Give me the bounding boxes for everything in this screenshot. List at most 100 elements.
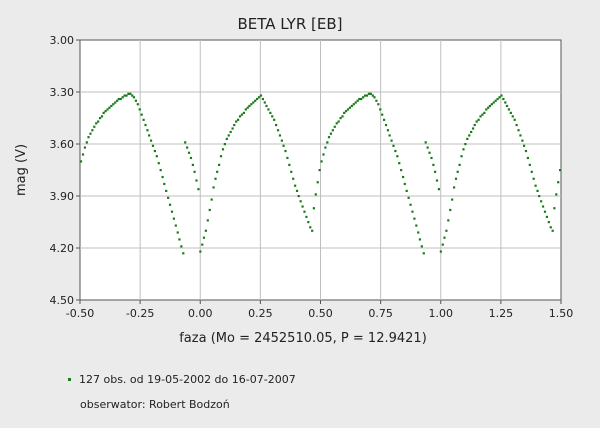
- data-point: [477, 118, 480, 121]
- data-point: [204, 229, 207, 232]
- data-point: [180, 245, 183, 248]
- data-point: [481, 113, 484, 116]
- data-point: [371, 94, 374, 97]
- data-point: [331, 129, 334, 132]
- data-point: [543, 210, 547, 213]
- data-point: [487, 106, 490, 109]
- data-point: [123, 94, 126, 97]
- data-point: [532, 177, 535, 180]
- data-point: [170, 210, 174, 213]
- data-point: [426, 146, 429, 149]
- data-point: [93, 125, 96, 128]
- data-point: [297, 195, 300, 198]
- y-tick-label: 4.20: [50, 242, 75, 255]
- observer-text: obserwator: Robert Bodzoń: [80, 398, 230, 411]
- data-point: [242, 111, 245, 114]
- data-point: [155, 155, 158, 158]
- data-point: [131, 94, 134, 97]
- data-point: [553, 207, 556, 210]
- data-point: [284, 149, 287, 153]
- data-point: [299, 200, 302, 203]
- data-point: [401, 175, 405, 179]
- data-point: [343, 111, 346, 114]
- data-point: [496, 97, 499, 101]
- data-point: [449, 208, 452, 212]
- data-point: [178, 238, 181, 241]
- data-point: [356, 99, 359, 102]
- data-point: [275, 123, 278, 127]
- data-point: [286, 156, 289, 160]
- data-point: [208, 208, 211, 212]
- data-point: [159, 169, 162, 172]
- data-point: [403, 182, 406, 186]
- data-point: [390, 139, 393, 142]
- grid-lines: [80, 40, 561, 300]
- data-point: [269, 111, 272, 114]
- data-point: [335, 122, 338, 125]
- data-point: [492, 101, 495, 104]
- x-tick-label: 0.00: [188, 307, 213, 320]
- data-point: [309, 226, 312, 229]
- data-point: [400, 169, 403, 172]
- data-point: [106, 108, 109, 111]
- data-point: [504, 101, 507, 104]
- data-point: [367, 92, 371, 95]
- data-point: [307, 221, 310, 224]
- data-point: [437, 188, 441, 191]
- data-point: [515, 123, 518, 127]
- data-point: [79, 160, 83, 163]
- data-point: [352, 103, 355, 106]
- data-point: [451, 198, 454, 201]
- data-point: [303, 210, 306, 213]
- data-point: [201, 243, 204, 246]
- data-point: [435, 179, 439, 182]
- data-point: [146, 129, 149, 132]
- data-point: [193, 170, 196, 173]
- data-point: [415, 224, 418, 227]
- data-point: [125, 94, 128, 97]
- data-point: [83, 146, 87, 149]
- data-point: [454, 177, 458, 180]
- data-point: [163, 182, 166, 186]
- x-tick-label: -0.50: [66, 307, 94, 320]
- data-point: [227, 134, 230, 137]
- data-point: [108, 106, 111, 109]
- data-point: [509, 111, 512, 114]
- data-point: [153, 149, 156, 153]
- data-point: [405, 189, 408, 192]
- data-point: [305, 215, 308, 218]
- data-point: [197, 188, 200, 191]
- data-point: [265, 104, 268, 108]
- data-point: [521, 139, 524, 142]
- data-point: [396, 155, 399, 158]
- data-point: [456, 170, 459, 173]
- data-point: [540, 200, 543, 203]
- data-point: [386, 129, 390, 132]
- data-point: [333, 125, 336, 128]
- data-point: [210, 198, 213, 201]
- data-points: [79, 92, 562, 255]
- data-point: [384, 123, 388, 127]
- data-point: [182, 252, 185, 255]
- data-point: [110, 104, 113, 108]
- data-point: [471, 127, 475, 130]
- data-point: [165, 189, 168, 192]
- data-point: [100, 115, 104, 118]
- data-point: [360, 97, 363, 101]
- data-point: [142, 118, 145, 121]
- data-point: [248, 104, 251, 108]
- data-point: [89, 132, 92, 135]
- data-point: [511, 115, 514, 118]
- data-point: [326, 141, 329, 144]
- data-point: [223, 143, 226, 146]
- data-point: [555, 193, 558, 196]
- data-point: [541, 205, 545, 208]
- data-point: [189, 156, 193, 160]
- data-point: [466, 137, 469, 140]
- data-point: [458, 163, 461, 166]
- data-point: [320, 160, 323, 163]
- x-tick-label: 1.25: [489, 307, 514, 320]
- data-point: [557, 181, 560, 184]
- data-point: [250, 103, 253, 106]
- data-point: [129, 92, 132, 95]
